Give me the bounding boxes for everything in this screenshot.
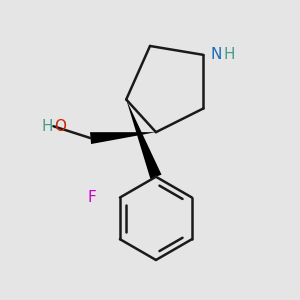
Polygon shape <box>126 100 161 179</box>
Text: O: O <box>54 119 66 134</box>
Text: H: H <box>42 119 53 134</box>
Text: N: N <box>211 47 222 62</box>
Text: F: F <box>87 190 96 205</box>
Text: H: H <box>224 47 235 62</box>
Polygon shape <box>90 132 156 144</box>
